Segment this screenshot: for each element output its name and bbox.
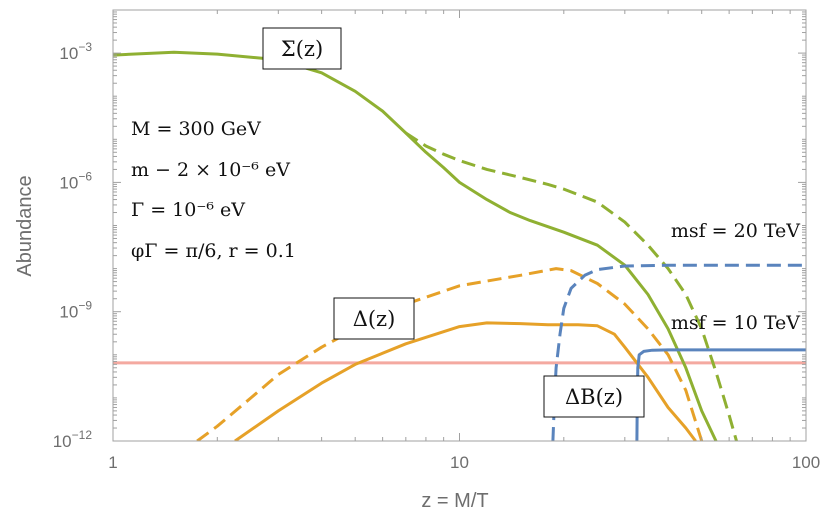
sigma-label-text: Σ(z) (281, 37, 323, 61)
param-m: m − 2 × 10⁻⁶ eV (131, 159, 290, 181)
param-mass: M = 300 GeV (131, 118, 261, 140)
param-phase: φΓ = π/6, r = 0.1 (131, 240, 296, 262)
y-axis-title: Abundance (14, 175, 36, 276)
x-tick-label: 100 (792, 453, 820, 472)
delta-label: Δ(z) (333, 297, 415, 340)
y-tick-label: 10−3 (59, 40, 92, 63)
x-tick-label: 1 (108, 453, 117, 472)
msf-10-label: msf = 10 TeV (671, 312, 800, 334)
y-tick-label: 10−12 (53, 428, 93, 451)
x-tick-label: 10 (450, 453, 469, 472)
deltaB-label-text: ΔB(z) (565, 385, 623, 409)
delta-label-text: Δ(z) (353, 307, 396, 331)
parameter-annotations: M = 300 GeV m − 2 × 10⁻⁶ eV Γ = 10⁻⁶ eV … (131, 118, 296, 262)
msf-20-label: msf = 20 TeV (671, 220, 800, 242)
y-tick-label: 10−6 (59, 169, 92, 192)
sigma-label: Σ(z) (262, 27, 342, 70)
x-axis-title: z = M/T (421, 490, 488, 512)
series-delta-dashed (196, 267, 704, 441)
series-delta-solid (234, 321, 697, 441)
param-gamma: Γ = 10⁻⁶ eV (131, 199, 245, 221)
deltaB-label: ΔB(z) (543, 375, 645, 418)
y-tick-label: 10−9 (59, 299, 92, 322)
series-sigma-dashed (404, 131, 738, 441)
